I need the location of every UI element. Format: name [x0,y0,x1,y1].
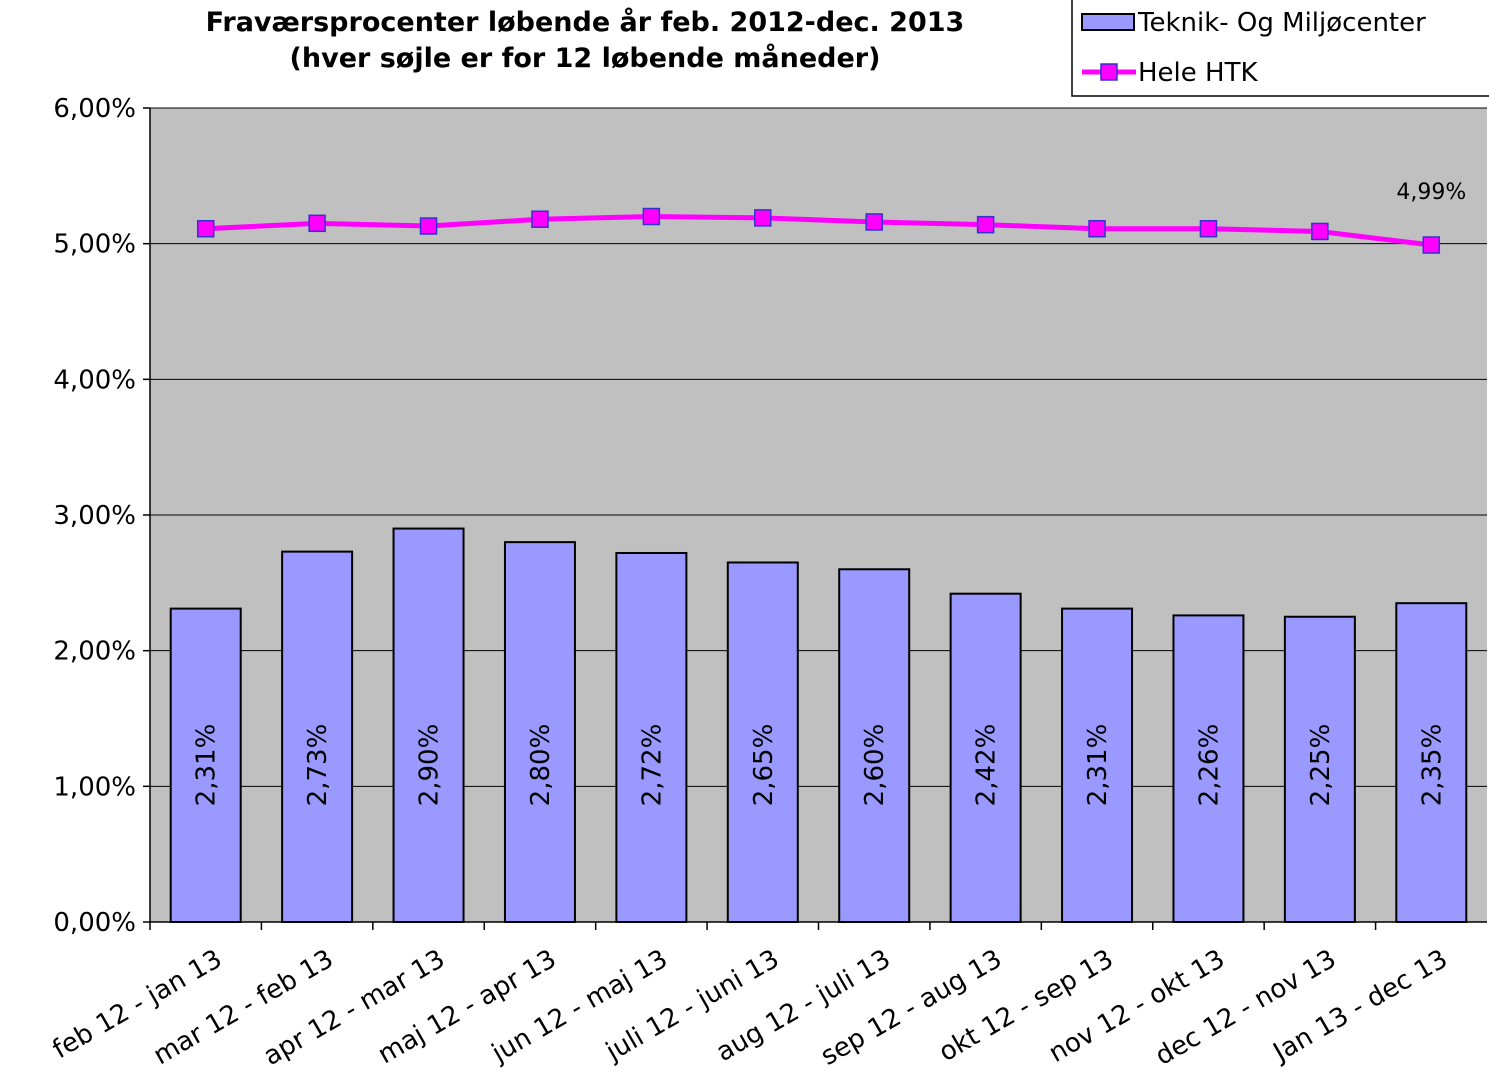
data-label: 2,25% [1306,724,1336,807]
marker [419,217,438,235]
data-label: 2,90% [415,724,445,807]
data-label: 2,26% [1194,724,1224,807]
marker [308,214,326,233]
bar [949,592,1022,923]
bar [726,561,799,923]
marker [976,215,995,234]
bar [1061,607,1134,923]
y-tick-label: 4,00% [53,365,136,395]
bar [838,568,911,923]
legend-swatch [1100,63,1118,81]
marker [1422,236,1441,254]
legend-box [1071,0,1489,97]
chart-title: Fraværsprocenter løbende år feb. 2012-de… [206,6,965,38]
marker [642,207,661,226]
data-label: 2,42% [972,724,1002,807]
bar [169,607,242,923]
data-label: 2,31% [1083,724,1113,807]
marker [865,213,883,231]
legend-label: Hele HTK [1138,58,1258,88]
marker [1311,222,1329,241]
data-label: 2,65% [749,724,779,807]
bar [1395,602,1468,924]
data-label: 2,60% [860,724,890,807]
bar [1283,615,1356,923]
legend-label: Teknik- Og Miljøcenter [1137,8,1426,38]
line [205,214,1432,248]
y-tick-label: 5,00% [53,230,136,260]
y-tick-label: 1,00% [53,772,136,802]
data-label: 2,35% [1417,724,1447,807]
data-label: 2,80% [526,724,556,807]
chart-subtitle: (hver søjle er for 12 løbende måneder) [290,42,881,74]
marker [754,209,772,227]
data-label: 4,99% [1396,180,1466,205]
y-tick-label: 2,00% [53,637,136,667]
y-tick-label: 6,00% [53,94,136,124]
legend-swatch [1081,13,1135,31]
y-tick-label: 3,00% [53,501,136,531]
bar [503,541,576,924]
data-label: 2,31% [192,724,222,807]
bar [1172,614,1245,923]
marker [531,210,549,228]
marker [1088,219,1106,238]
bar [392,527,465,923]
y-tick-label: 0,00% [53,908,136,938]
bar [281,550,354,923]
bar [615,551,688,924]
data-label: 2,72% [637,724,667,807]
marker [196,219,215,238]
data-label: 2,73% [303,724,333,807]
marker [1199,219,1218,238]
